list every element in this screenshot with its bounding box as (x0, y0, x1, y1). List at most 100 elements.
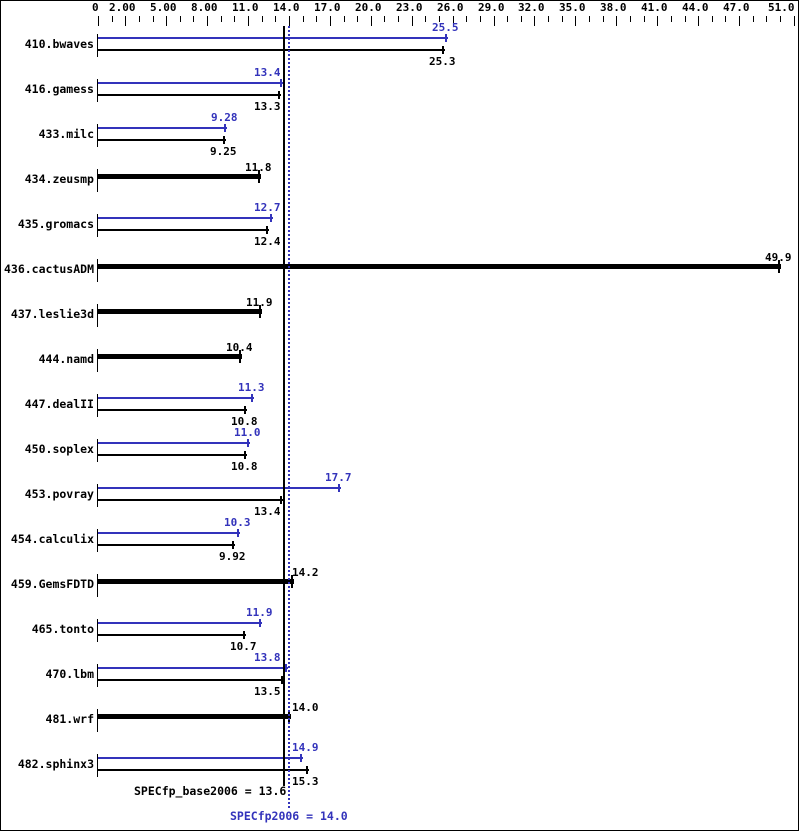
axis-tick-minor (221, 16, 222, 22)
peak-bar-end (285, 664, 287, 672)
base-bar (98, 409, 247, 411)
base-value-label: 9.25 (210, 145, 237, 158)
axis-tick-minor (562, 16, 563, 22)
benchmark-label: 444.namd (38, 352, 94, 366)
row-baseline-tick (97, 124, 98, 147)
peak-bar-end (251, 394, 253, 402)
row-baseline-tick (97, 529, 98, 552)
axis-tick-major (616, 16, 617, 26)
benchmark-label: 416.gamess (24, 82, 94, 96)
benchmark-label: 447.dealII (24, 397, 94, 411)
peak-mean-text: SPECfp2006 = 14.0 (230, 809, 348, 823)
axis-tick-minor (766, 16, 767, 22)
benchmark-label: 482.sphinx3 (17, 757, 94, 771)
peak-bar-end (300, 754, 302, 762)
axis-tick-minor (548, 16, 549, 22)
benchmark-label: 481.wrf (45, 712, 94, 726)
axis-tick-minor (303, 16, 304, 22)
base-bar (98, 454, 247, 456)
base-bar-thick (98, 309, 262, 314)
row-baseline-tick (97, 79, 98, 102)
base-value-label: 10.7 (230, 640, 257, 653)
axis-tick-minor (153, 16, 154, 22)
peak-bar (98, 217, 273, 219)
peak-bar (98, 82, 283, 84)
axis-tick-major (412, 16, 413, 26)
axis-tick-minor (316, 16, 317, 22)
peak-bar-end (247, 439, 249, 447)
axis-tick-major (453, 16, 454, 26)
axis-tick-major (166, 16, 167, 26)
axis-tick-major (289, 16, 290, 26)
axis-tick-label: 29.0 (478, 1, 505, 14)
peak-bar-end (270, 214, 272, 222)
base-mean-text: SPECfp_base2006 = 13.6 (134, 784, 287, 798)
axis-tick-minor (507, 16, 508, 22)
axis-tick-label: 2.00 (109, 1, 136, 14)
peak-bar (98, 442, 250, 444)
axis-tick-label: 14.0 (273, 1, 300, 14)
row-baseline-tick (97, 439, 98, 462)
axis-tick-label: 38.0 (600, 1, 627, 14)
base-value-label: 13.4 (254, 505, 281, 518)
base-bar-thick (98, 264, 781, 269)
peak-bar (98, 757, 303, 759)
peak-bar (98, 127, 227, 129)
axis-tick-major (534, 16, 535, 26)
axis-tick-minor (712, 16, 713, 22)
row-baseline-tick (97, 574, 98, 597)
benchmark-label: 437.leslie3d (10, 307, 94, 321)
peak-value-label: 10.3 (224, 516, 251, 529)
benchmark-label: 450.soplex (24, 442, 94, 456)
benchmark-label: 454.calculix (10, 532, 94, 546)
axis-tick-label: 20.0 (355, 1, 382, 14)
axis-tick-label: 35.0 (559, 1, 586, 14)
axis-tick-major (98, 16, 99, 26)
base-bar-end (291, 575, 293, 588)
axis-tick-minor (466, 16, 467, 22)
peak-bar-end (259, 619, 261, 627)
base-bar-thick (98, 579, 294, 584)
peak-value-label: 13.4 (254, 66, 281, 79)
base-value-label: 14.0 (292, 701, 319, 714)
axis-tick-minor (480, 16, 481, 22)
axis-tick-label: 44.0 (682, 1, 709, 14)
axis-tick-label: 0 (92, 1, 99, 14)
benchmark-label: 453.povray (24, 487, 94, 501)
axis-tick-minor (521, 16, 522, 22)
peak-bar-end (338, 484, 340, 492)
axis-tick-label: 41.0 (641, 1, 668, 14)
axis-tick-minor (112, 16, 113, 22)
axis-tick-minor (139, 16, 140, 22)
base-bar-end (306, 766, 308, 774)
base-bar-end (259, 305, 261, 318)
axis-tick-label: 47.0 (723, 1, 750, 14)
row-baseline-tick (97, 214, 98, 237)
axis-tick-minor (234, 16, 235, 22)
axis-tick-major (794, 16, 795, 26)
base-bar-thick (98, 174, 261, 179)
axis-tick-minor (425, 16, 426, 22)
base-bar-thick (98, 354, 242, 359)
benchmark-label: 410.bwaves (24, 37, 94, 51)
axis-tick-minor (193, 16, 194, 22)
base-bar (98, 499, 283, 501)
axis-tick-major (330, 16, 331, 26)
base-value-label: 11.8 (245, 161, 272, 174)
base-bar-end (281, 676, 283, 684)
base-mean-line (283, 26, 285, 786)
base-value-label: 11.9 (246, 296, 273, 309)
axis-tick-minor (262, 16, 263, 22)
peak-value-label: 12.7 (254, 201, 281, 214)
peak-bar (98, 37, 448, 39)
peak-bar-end (224, 124, 226, 132)
axis-tick-major (698, 16, 699, 26)
base-bar (98, 139, 226, 141)
peak-bar (98, 667, 288, 669)
row-baseline-tick (97, 484, 98, 507)
base-bar-end (258, 170, 260, 183)
axis-tick-major (125, 16, 126, 26)
base-value-label: 13.5 (254, 685, 281, 698)
